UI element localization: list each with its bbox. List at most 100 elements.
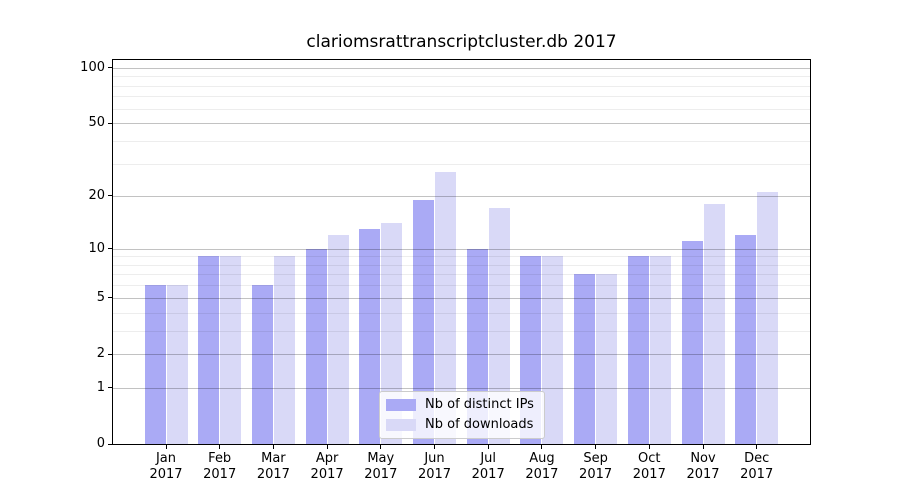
x-tick-month: Nov xyxy=(690,451,716,466)
x-tick-label: Mar 2017 xyxy=(257,451,290,483)
x-tick-month: Mar xyxy=(261,451,286,466)
y-tick-mark xyxy=(108,67,113,69)
y-tick-label: 5 xyxy=(96,289,105,305)
x-tick-mark xyxy=(380,444,382,449)
y-tick-mark xyxy=(108,297,113,299)
y-tick-mark xyxy=(108,387,113,388)
gridline-minor xyxy=(113,331,810,332)
x-tick-mark xyxy=(595,444,597,449)
bar-downloads-feb xyxy=(220,256,242,444)
gridline-major xyxy=(113,354,810,356)
bar-downloads-oct xyxy=(649,256,671,444)
x-tick-mark xyxy=(165,444,167,449)
gridline-minor xyxy=(113,274,810,276)
x-tick-year: 2017 xyxy=(364,467,398,482)
x-tick-year: 2017 xyxy=(525,467,559,482)
x-tick-year: 2017 xyxy=(686,467,720,482)
x-tick-month: May xyxy=(367,451,395,466)
y-tick-label: 2 xyxy=(96,346,105,362)
bar-distinct-ips-sep xyxy=(574,274,596,444)
x-tick-label: Jun 2017 xyxy=(418,451,451,483)
x-tick-mark xyxy=(756,444,758,449)
x-tick-year: 2017 xyxy=(632,467,666,482)
x-tick-year: 2017 xyxy=(471,467,505,482)
x-tick-year: 2017 xyxy=(256,467,290,482)
bar-downloads-dec xyxy=(757,192,779,444)
gridline-major xyxy=(113,387,810,389)
bar-downloads-aug xyxy=(542,256,564,444)
bar-distinct-ips-jun xyxy=(413,199,434,444)
x-tick-mark xyxy=(326,444,328,449)
gridline-minor xyxy=(113,76,810,78)
x-tick-year: 2017 xyxy=(203,467,237,482)
x-tick-label: Jan 2017 xyxy=(149,451,182,483)
legend-swatch xyxy=(386,419,416,431)
bar-distinct-ips-feb xyxy=(198,256,220,444)
x-tick-month: Apr xyxy=(315,451,339,466)
gridline-minor xyxy=(113,264,810,266)
gridline-minor xyxy=(113,85,810,87)
gridline-minor xyxy=(113,285,810,287)
gridline-minor xyxy=(113,312,810,314)
y-tick-label: 100 xyxy=(80,59,105,75)
bar-distinct-ips-may xyxy=(359,228,381,444)
bar-distinct-ips-apr xyxy=(305,248,327,444)
y-tick-label: 20 xyxy=(88,187,105,203)
bar-downloads-jun xyxy=(435,172,456,444)
gridline-minor xyxy=(113,96,810,98)
x-tick-month: Dec xyxy=(744,451,770,466)
gridline-major xyxy=(113,67,810,69)
y-tick-label: 10 xyxy=(88,240,105,256)
x-tick-month: Oct xyxy=(638,451,661,466)
x-tick-month: Feb xyxy=(208,451,232,466)
x-tick-label: Sep 2017 xyxy=(579,451,612,483)
bar-downloads-nov xyxy=(703,203,725,444)
x-tick-month: Jan xyxy=(155,451,177,466)
gridline-minor xyxy=(113,256,810,258)
x-tick-mark xyxy=(702,444,704,449)
bar-downloads-jan xyxy=(166,285,188,444)
x-tick-label: Jul 2017 xyxy=(472,451,505,483)
legend-item: Nb of distinct IPs xyxy=(386,398,534,412)
gridline-major xyxy=(113,195,810,197)
bar-downloads-may xyxy=(381,223,403,444)
legend-label: Nb of distinct IPs xyxy=(425,397,534,412)
x-tick-year: 2017 xyxy=(579,467,613,482)
legend-label: Nb of downloads xyxy=(425,417,534,432)
x-tick-year: 2017 xyxy=(740,467,774,482)
x-tick-mark xyxy=(434,444,435,449)
x-tick-label: Aug 2017 xyxy=(525,451,558,483)
y-tick-mark xyxy=(108,122,113,124)
x-tick-mark xyxy=(648,444,650,449)
y-tick-mark xyxy=(108,195,113,197)
x-tick-label: Oct 2017 xyxy=(633,451,666,483)
gridline-major xyxy=(113,297,810,299)
x-tick-mark xyxy=(272,444,274,449)
y-tick-label: 0 xyxy=(96,436,105,451)
x-tick-month: Jul xyxy=(480,451,497,466)
x-tick-year: 2017 xyxy=(417,467,452,482)
gridline-major xyxy=(113,123,810,125)
y-tick-mark xyxy=(108,353,113,355)
x-tick-mark xyxy=(219,444,221,449)
bar-distinct-ips-mar xyxy=(251,285,273,444)
x-tick-year: 2017 xyxy=(149,467,183,482)
x-tick-label: Nov 2017 xyxy=(686,451,719,483)
y-tick-mark xyxy=(108,443,113,445)
legend: Nb of distinct IPs Nb of downloads xyxy=(379,391,545,439)
legend-swatch xyxy=(386,399,416,411)
x-tick-month: Jun xyxy=(424,451,445,466)
gridline-minor xyxy=(113,108,810,110)
legend-item: Nb of downloads xyxy=(386,418,534,432)
y-tick-label: 1 xyxy=(96,379,105,395)
bar-distinct-ips-oct xyxy=(627,256,649,444)
x-tick-month: Aug xyxy=(529,451,555,466)
plot-area: Nb of distinct IPs Nb of downloads xyxy=(112,59,811,445)
x-tick-label: May 2017 xyxy=(364,451,397,483)
y-tick-label: 50 xyxy=(88,115,105,131)
bar-distinct-ips-jan xyxy=(144,285,166,444)
x-tick-label: Feb 2017 xyxy=(203,451,236,483)
x-tick-month: Sep xyxy=(583,451,608,466)
bar-downloads-sep xyxy=(596,274,618,444)
